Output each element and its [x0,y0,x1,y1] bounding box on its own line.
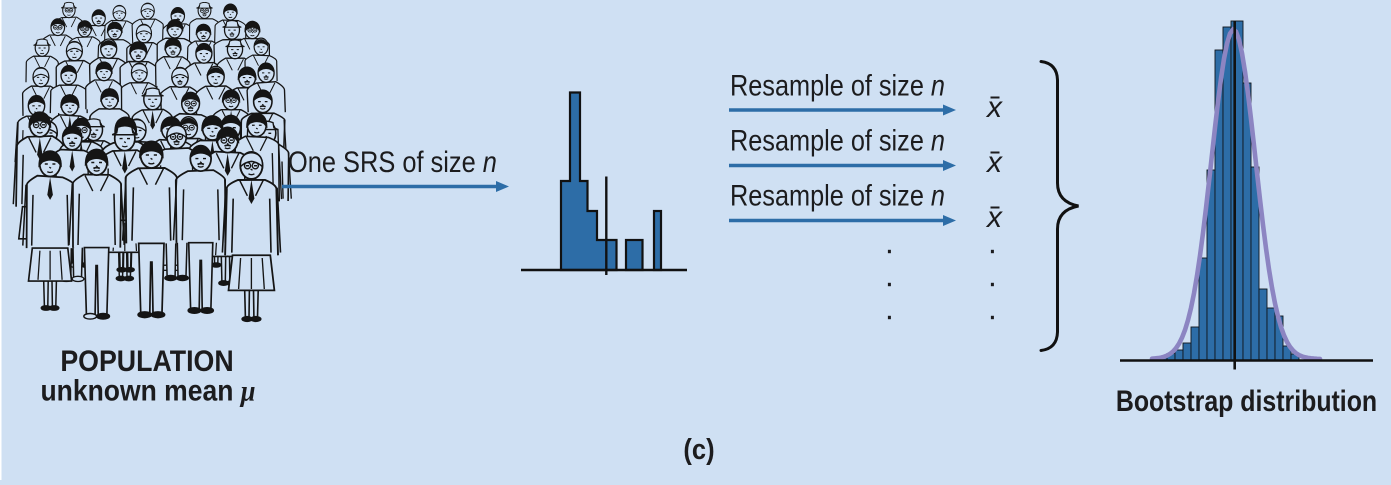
svg-text:x: x [985,146,1003,179]
svg-text:x: x [985,91,1003,124]
svg-text:(c): (c) [683,432,714,465]
svg-text:Resample of size n: Resample of size n [730,178,945,212]
svg-text:Bootstrap distribution: Bootstrap distribution [1116,384,1377,418]
svg-text:POPULATION: POPULATION [60,345,233,379]
svg-text:One SRS of size n: One SRS of size n [288,145,497,178]
svg-text:Resample of size n: Resample of size n [730,68,945,102]
svg-text:x: x [985,201,1003,234]
svg-text:Resample of size n: Resample of size n [730,123,945,157]
svg-text:unknown mean μ: unknown mean μ [40,373,255,408]
